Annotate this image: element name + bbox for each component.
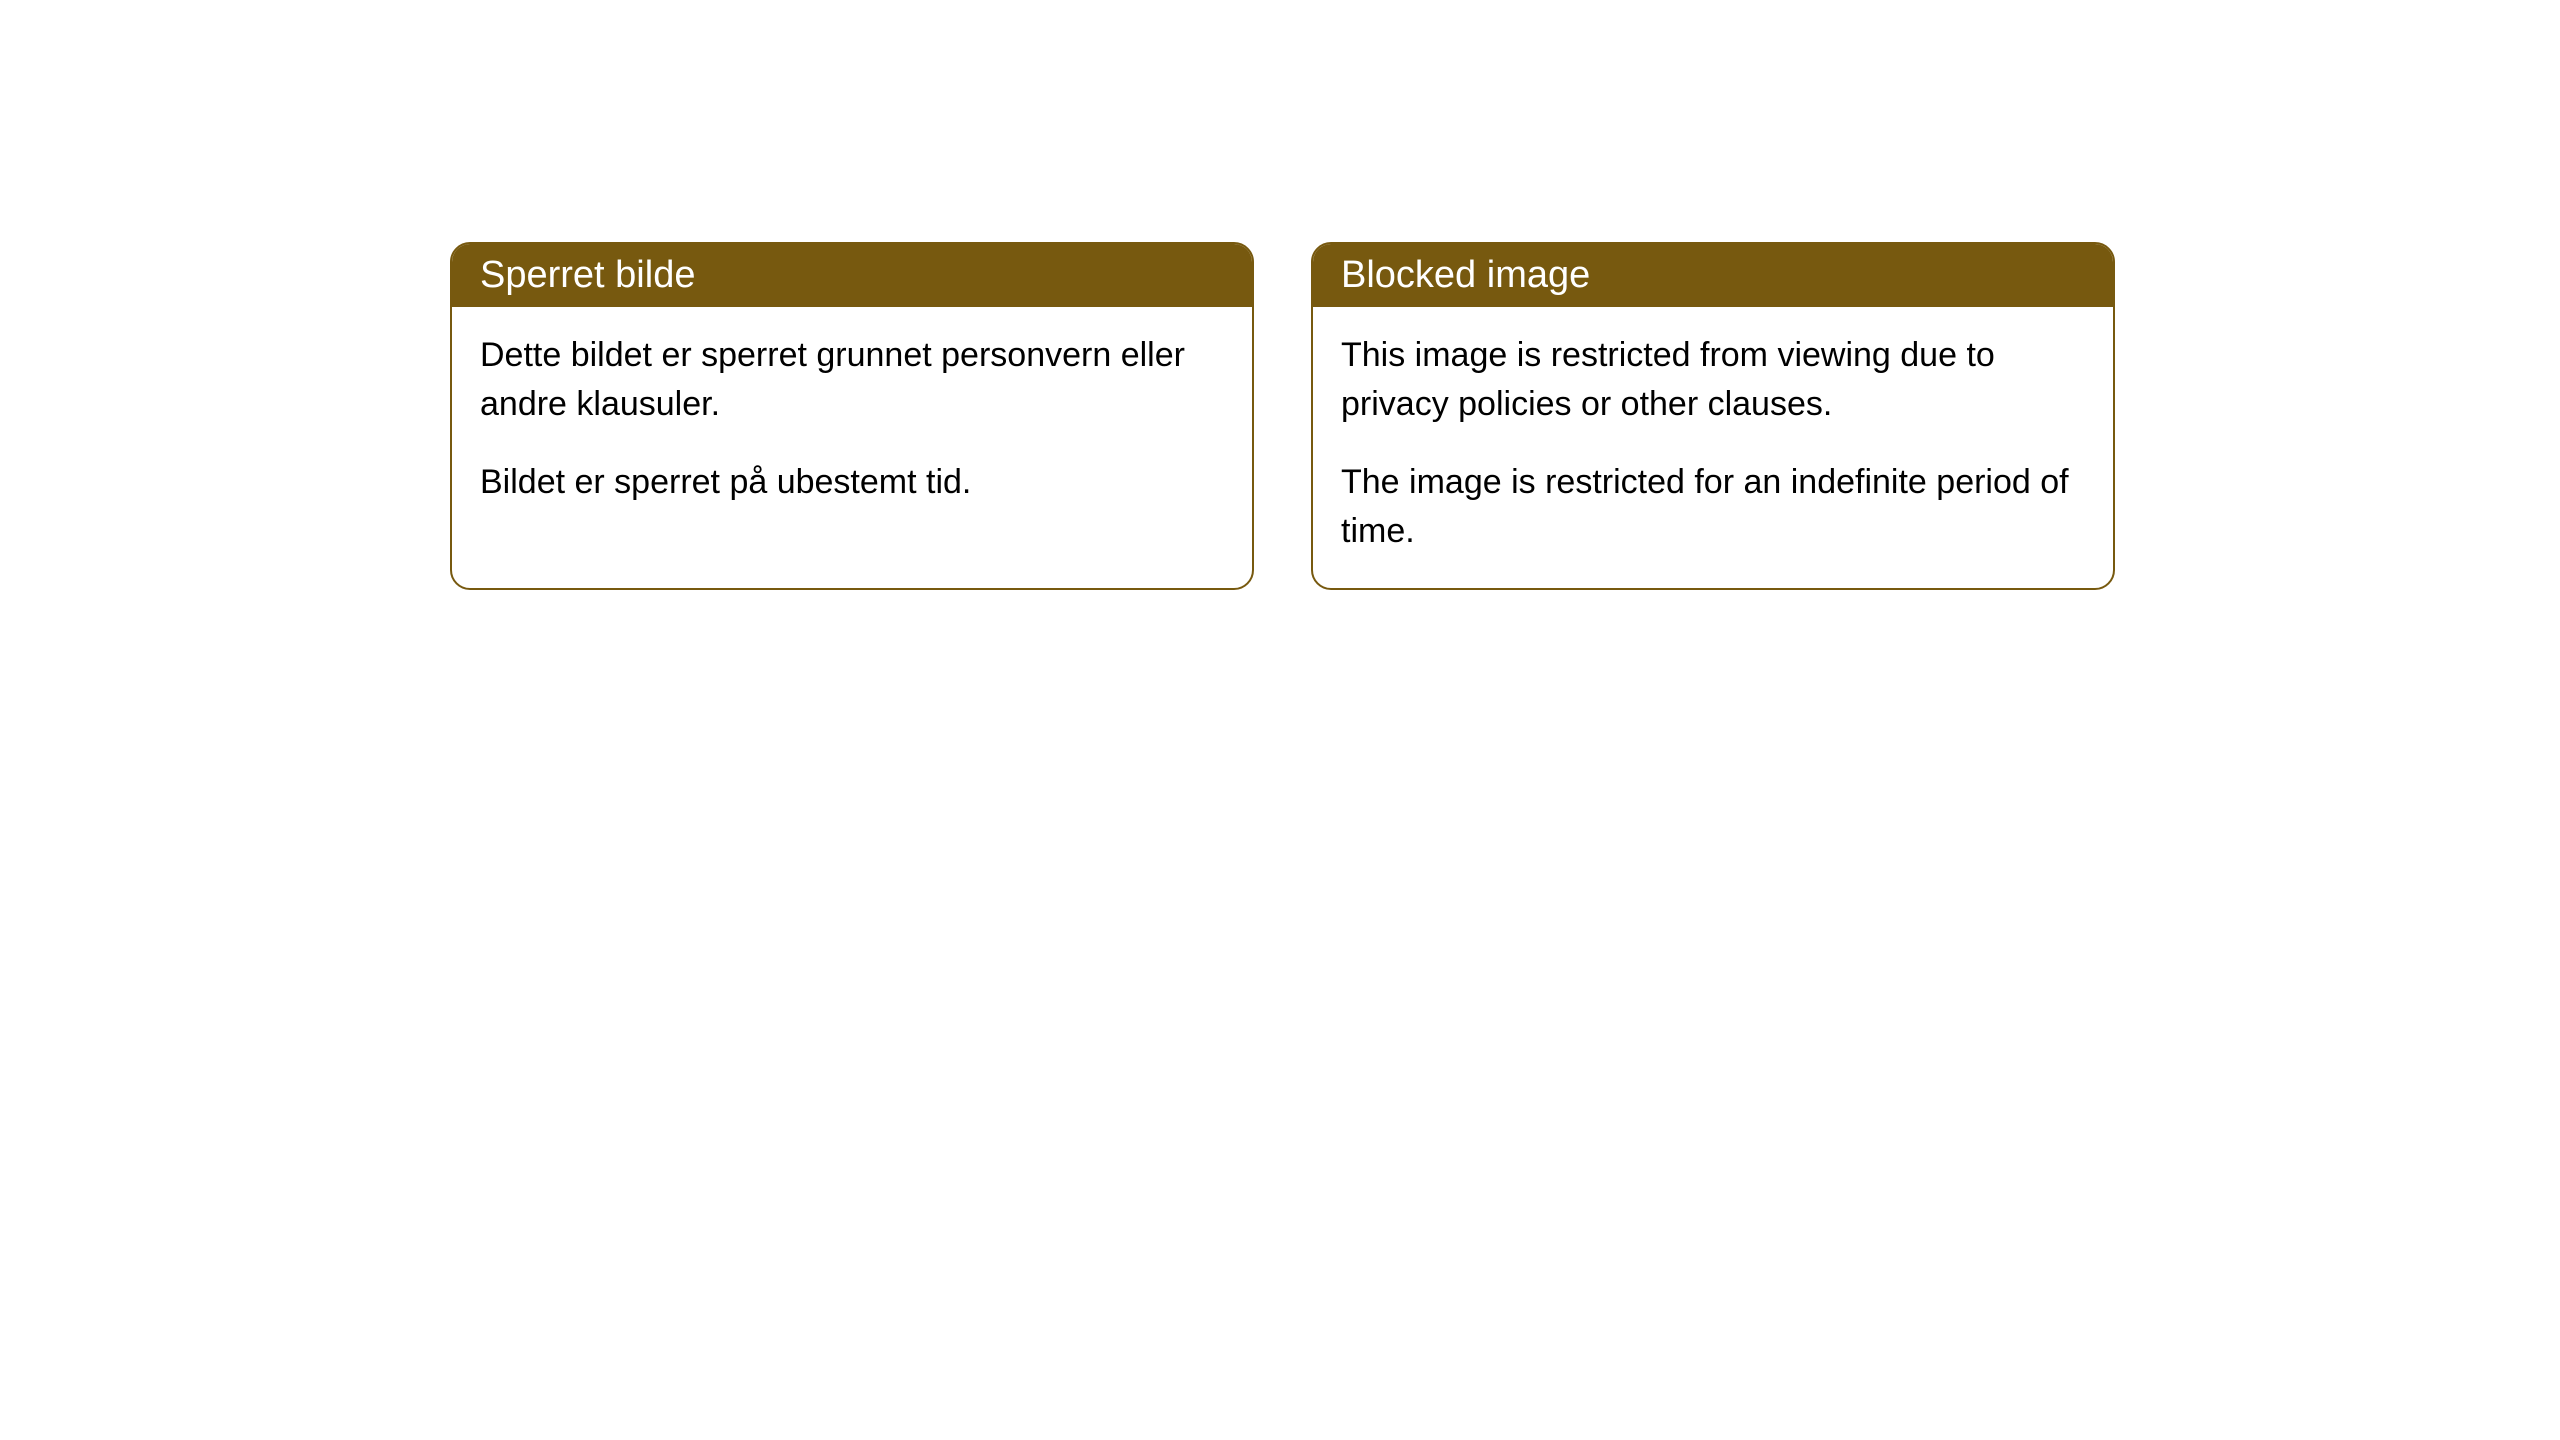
card-text-en-2: The image is restricted for an indefinit… [1341,458,2085,557]
card-text-en-1: This image is restricted from viewing du… [1341,331,2085,430]
card-title-no: Sperret bilde [480,254,695,296]
blocked-image-card-en: Blocked image This image is restricted f… [1311,242,2115,590]
card-header-en: Blocked image [1313,244,2113,307]
notice-cards-container: Sperret bilde Dette bildet er sperret gr… [450,242,2560,590]
card-body-en: This image is restricted from viewing du… [1313,307,2113,588]
card-text-no-2: Bildet er sperret på ubestemt tid. [480,458,1224,507]
card-header-no: Sperret bilde [452,244,1252,307]
card-title-en: Blocked image [1341,254,1590,296]
card-body-no: Dette bildet er sperret grunnet personve… [452,307,1252,539]
card-text-no-1: Dette bildet er sperret grunnet personve… [480,331,1224,430]
blocked-image-card-no: Sperret bilde Dette bildet er sperret gr… [450,242,1254,590]
